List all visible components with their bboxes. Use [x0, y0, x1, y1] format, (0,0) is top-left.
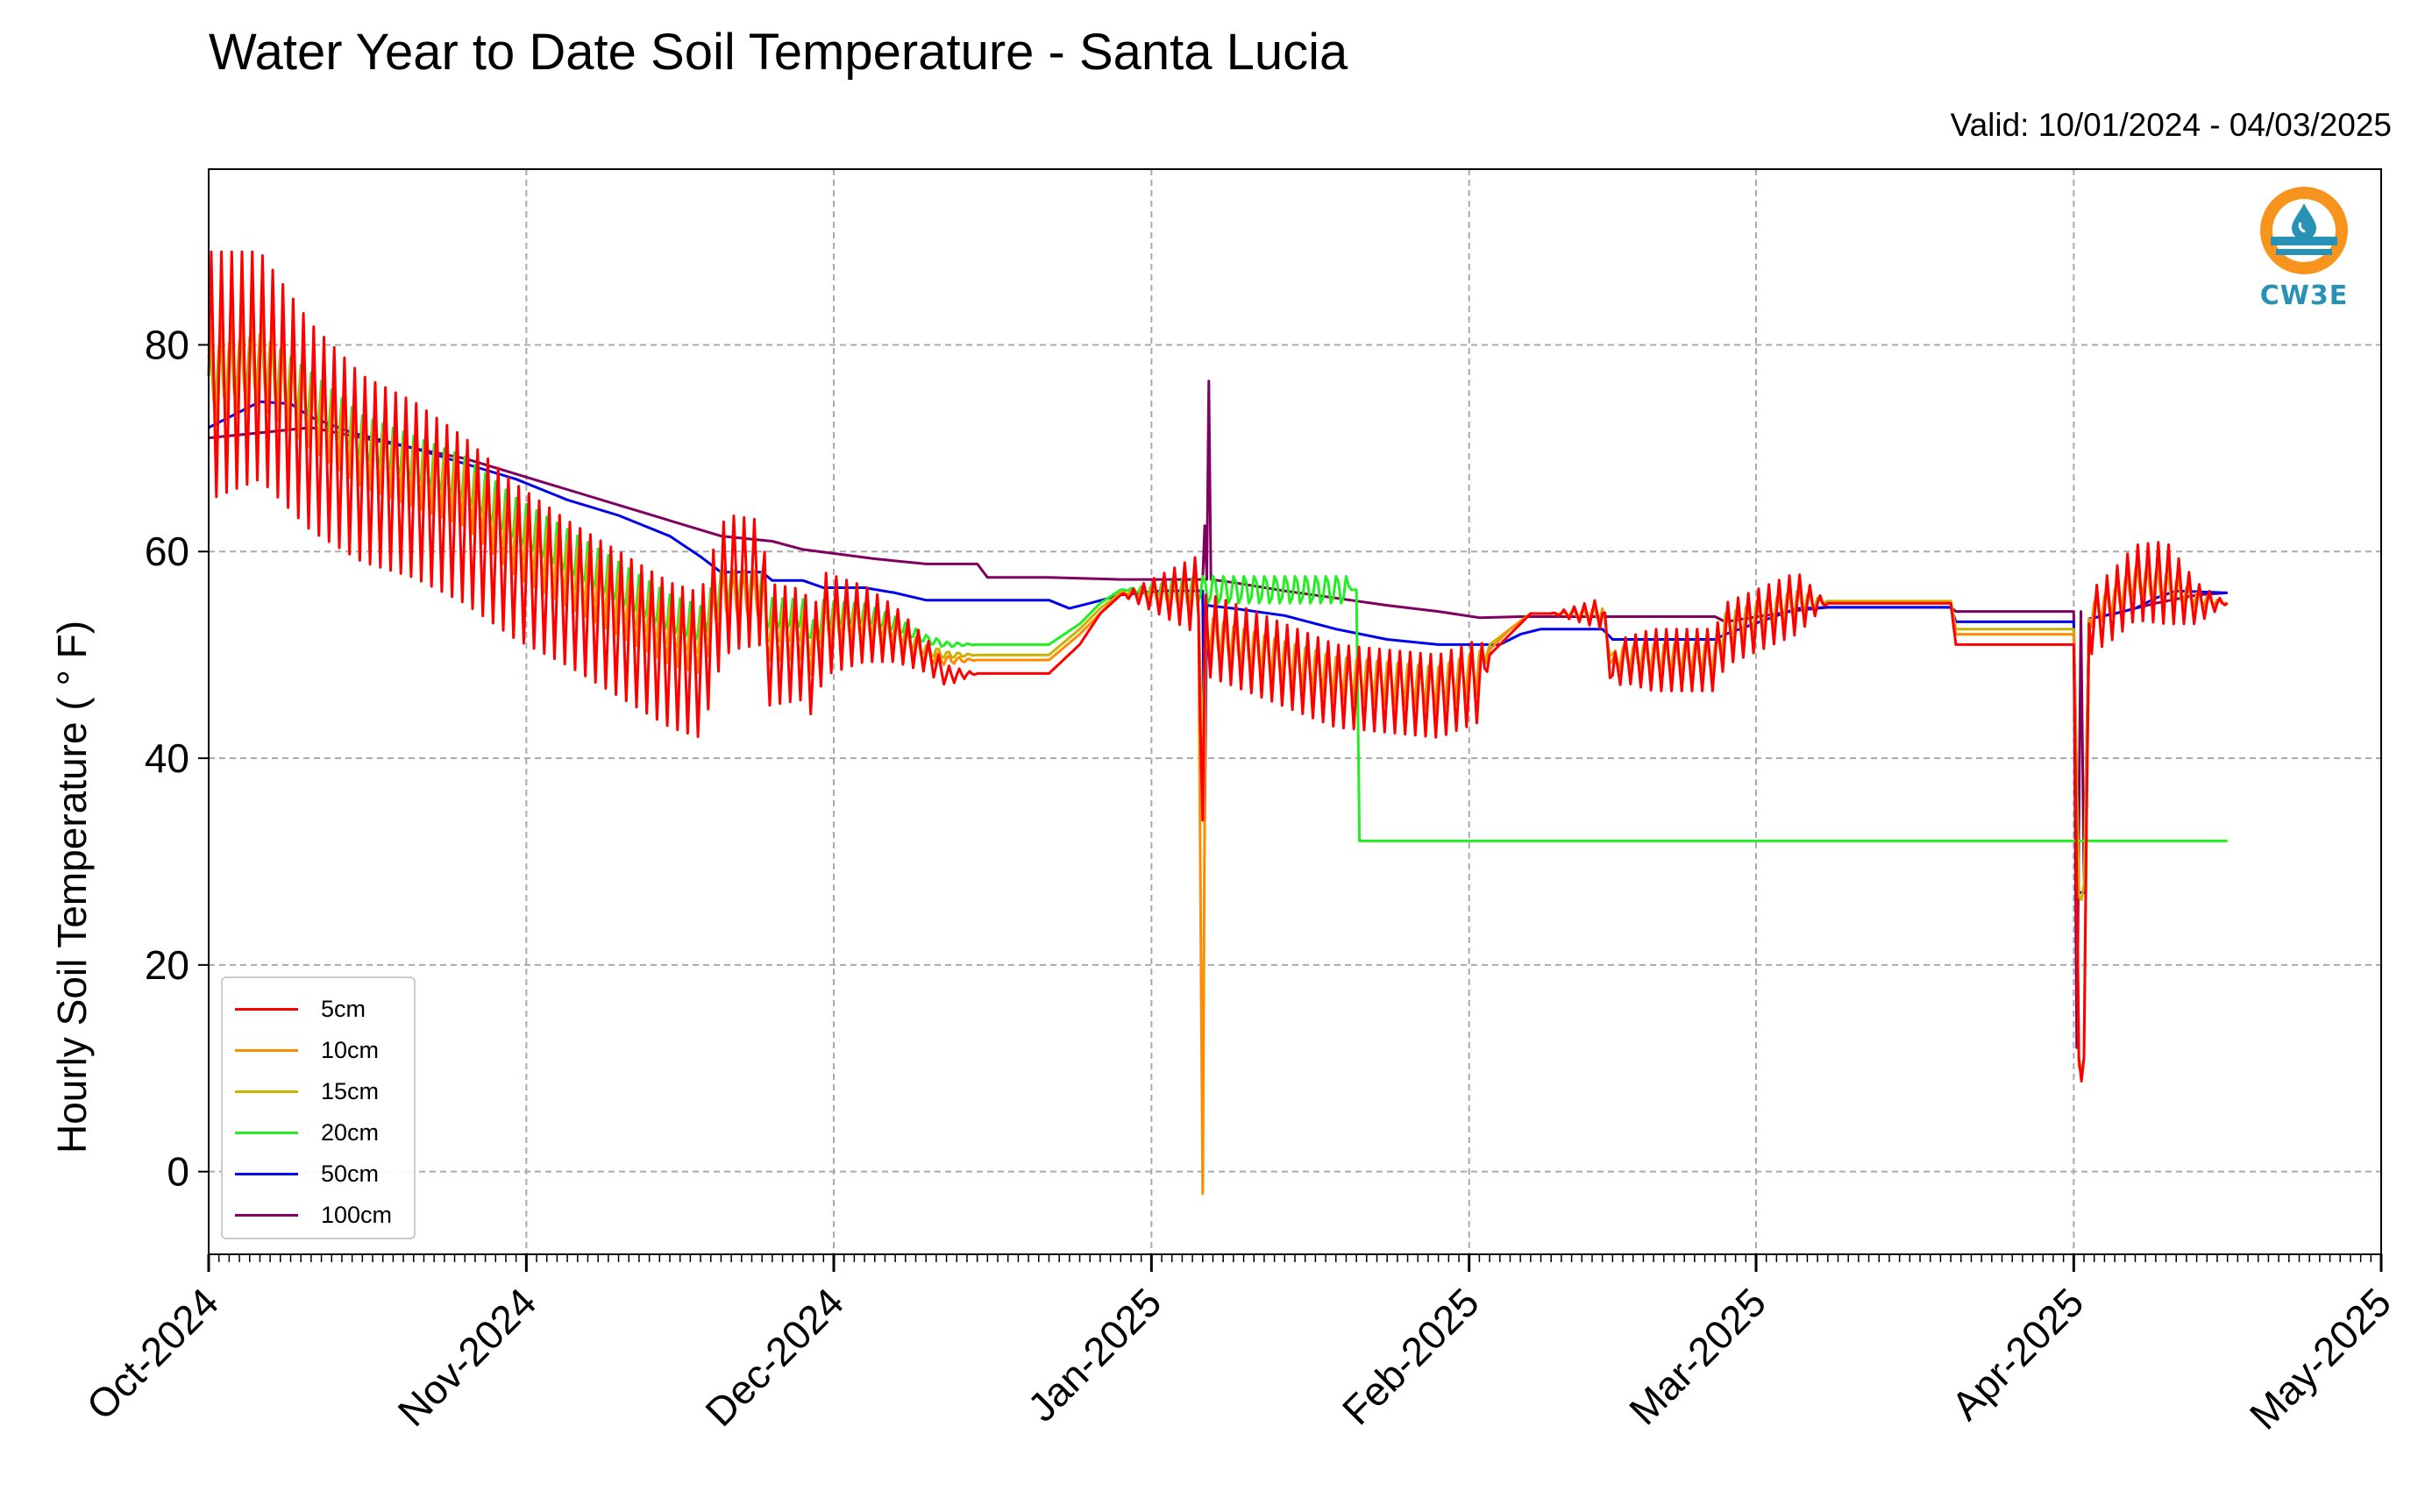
legend-label: 15cm	[321, 1077, 380, 1104]
cw3e-logo: CW3E	[2251, 182, 2357, 314]
x-tick-label: Feb-2025	[1333, 1279, 1488, 1433]
legend-label: 10cm	[321, 1036, 380, 1063]
x-tick-label: Apr-2025	[1943, 1279, 2093, 1429]
y-tick-label: 20	[145, 942, 189, 988]
series-line-100cm	[208, 380, 2228, 1049]
valid-date-range: Valid: 10/01/2024 - 04/03/2025	[1950, 107, 2392, 143]
axis-ticks	[198, 344, 2383, 1272]
legend-swatch	[235, 1048, 298, 1052]
axis-tick-labels: 0 20 40 60 80 Oct-2024 Nov-2024 Dec-2024 Jan-202…	[78, 322, 2400, 1437]
y-tick-label: 40	[145, 735, 189, 781]
series-line-10cm	[207, 316, 2228, 1196]
series-line-5cm	[207, 250, 2229, 1083]
legend-item-100cm: 100cm	[235, 1195, 392, 1235]
legend-swatch	[235, 1131, 298, 1134]
legend-swatch	[235, 1213, 298, 1217]
y-tick-label: 60	[145, 529, 189, 574]
legend-item-5cm: 5cm	[235, 989, 366, 1029]
legend-item-15cm: 15cm	[235, 1071, 379, 1111]
legend-item-20cm: 20cm	[235, 1112, 379, 1153]
plot-frame	[208, 168, 2382, 1255]
legend-swatch	[235, 1090, 298, 1093]
chart-title: Water Year to Date Soil Temperature - Sa…	[209, 24, 1348, 81]
legend-label: 20cm	[321, 1118, 380, 1146]
series-layer	[207, 250, 2229, 1196]
legend: 5cm 10cm 15cm 20cm 50cm 100cm	[221, 976, 416, 1239]
y-tick-label: 0	[167, 1149, 189, 1195]
x-tick-label: Jan-2025	[1019, 1279, 1170, 1430]
x-tick-label: Dec-2024	[696, 1279, 852, 1435]
water-drop-logo-icon	[2260, 187, 2348, 274]
x-tick-label: May-2025	[2241, 1279, 2400, 1437]
legend-label: 5cm	[321, 995, 366, 1022]
logo-wordmark: CW3E	[2259, 280, 2349, 311]
legend-label: 50cm	[321, 1160, 380, 1187]
grid-lines	[209, 169, 2381, 1254]
legend-item-10cm: 10cm	[235, 1030, 379, 1070]
x-tick-label: Mar-2025	[1620, 1279, 1774, 1433]
x-tick-label: Nov-2024	[389, 1279, 545, 1435]
series-line-15cm	[207, 331, 2228, 901]
legend-swatch	[235, 1172, 298, 1175]
x-tick-label: Oct-2024	[78, 1279, 228, 1429]
legend-item-50cm: 50cm	[235, 1154, 379, 1194]
y-tick-label: 80	[145, 322, 189, 367]
legend-swatch	[235, 1007, 298, 1011]
legend-label: 100cm	[321, 1201, 393, 1228]
